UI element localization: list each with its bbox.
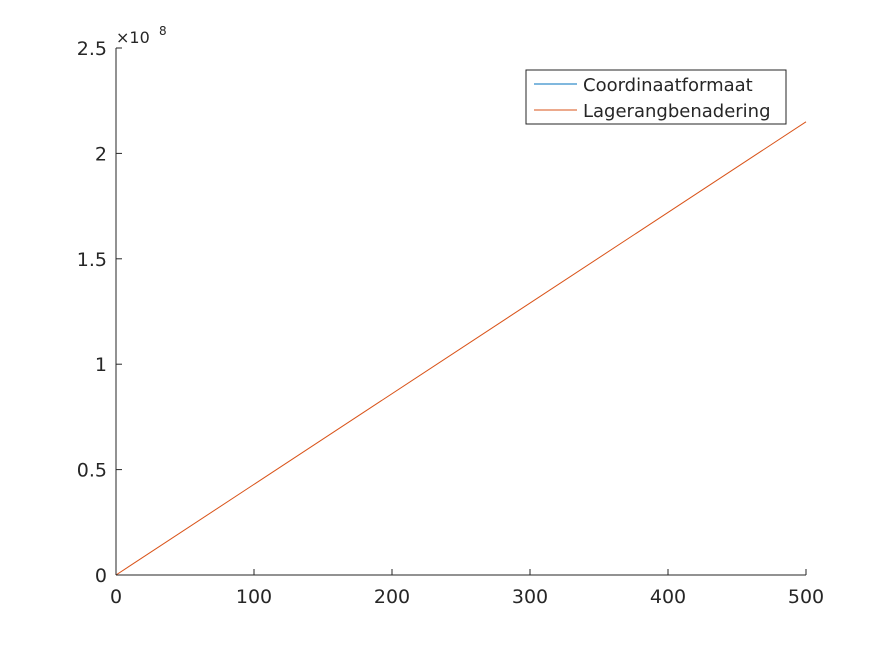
y-exponent-base: ×10 (116, 28, 150, 47)
y-tick-label: 0.5 (77, 460, 107, 482)
y-ticks: 0 0.5 1 1.5 2 2.5 (77, 38, 122, 587)
y-tick-label: 1.5 (77, 249, 107, 271)
x-tick-label: 200 (374, 586, 410, 608)
x-tick-label: 400 (650, 586, 686, 608)
legend-label: Lagerangbenadering (583, 101, 771, 122)
legend: Coordinaatformaat Lagerangbenadering (525, 69, 787, 125)
y-exponent-label: ×10 8 (116, 24, 167, 47)
x-tick-label: 0 (110, 586, 122, 608)
y-tick-label: 1 (95, 354, 107, 376)
y-tick-label: 2.5 (77, 38, 107, 60)
y-exponent-power: 8 (159, 24, 167, 38)
y-tick-label: 2 (95, 143, 107, 165)
legend-box (525, 69, 787, 125)
legend-label: Coordinaatformaat (583, 75, 753, 96)
x-tick-label: 100 (236, 586, 272, 608)
series-line-2 (115, 121, 807, 576)
x-ticks: 0 100 200 300 400 500 (110, 569, 824, 608)
y-tick-label: 0 (95, 565, 107, 587)
plot-area (116, 48, 806, 575)
x-tick-label: 500 (788, 586, 824, 608)
x-tick-label: 300 (512, 586, 548, 608)
